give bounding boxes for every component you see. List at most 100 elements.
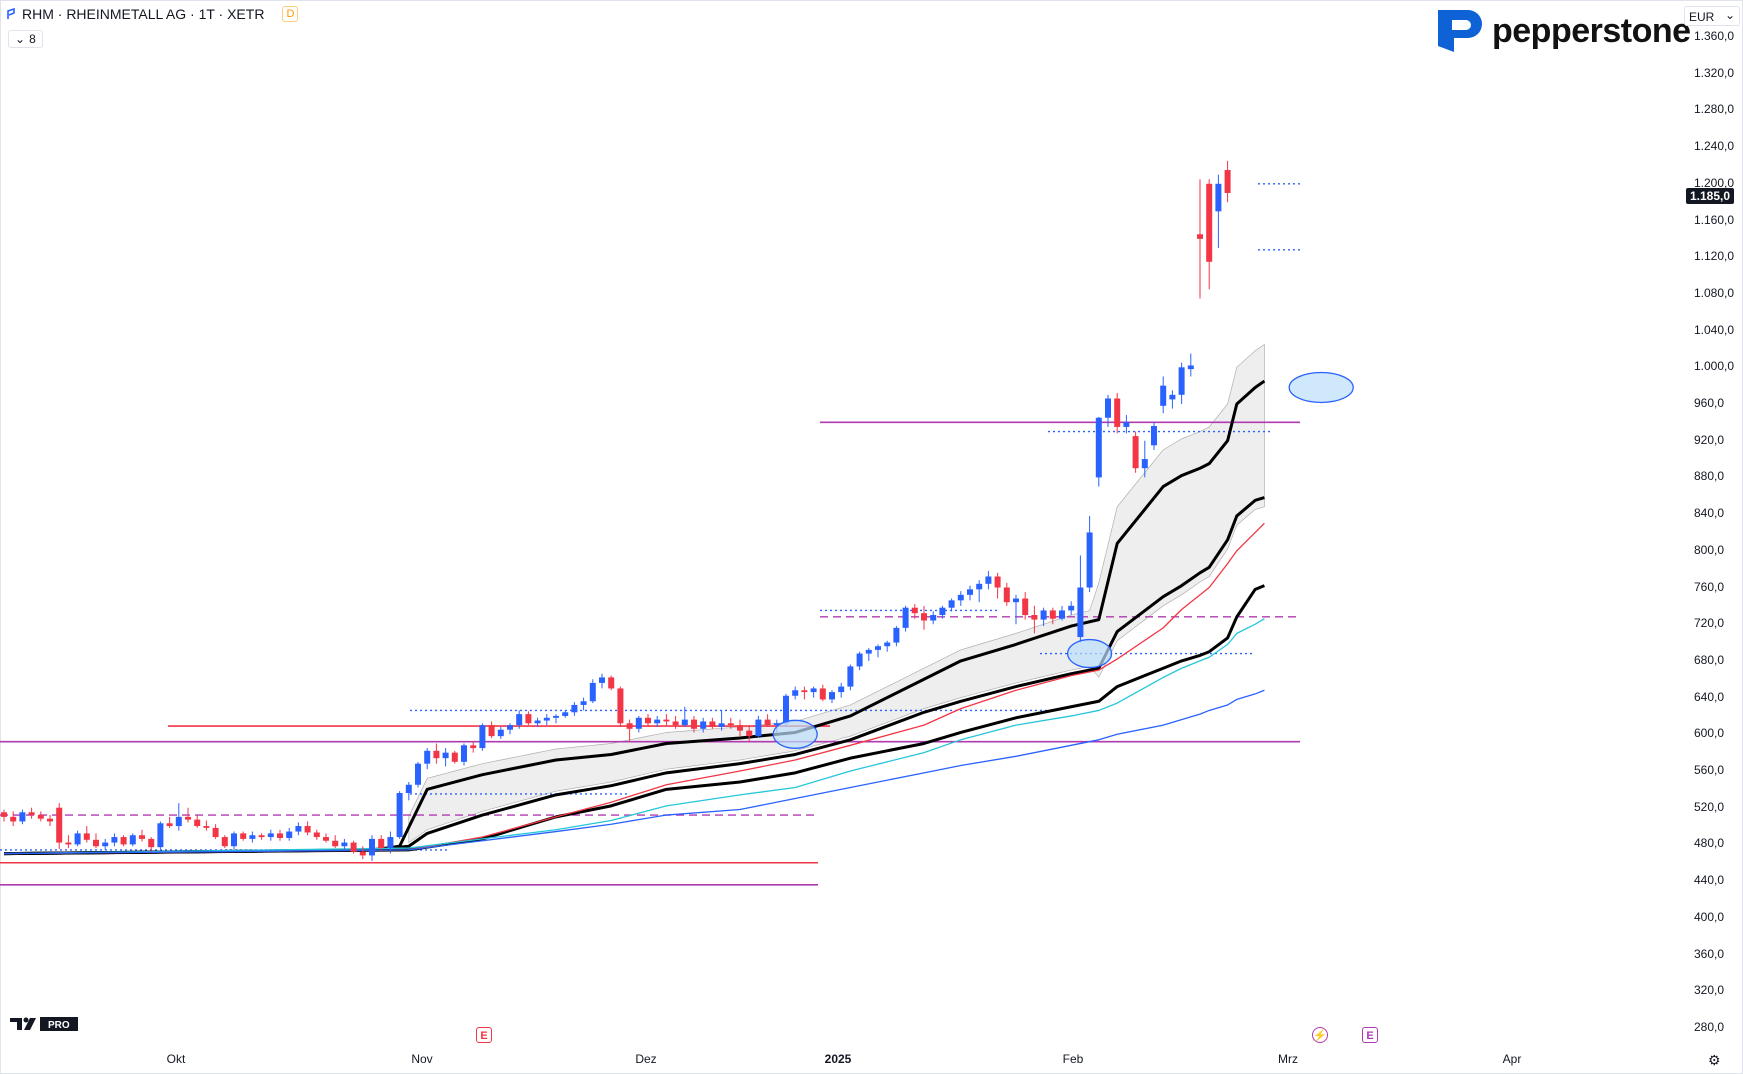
x-tick-label: Apr bbox=[1502, 1052, 1522, 1066]
candle-body bbox=[286, 831, 293, 838]
y-tick-label: 280,0 bbox=[1694, 1019, 1725, 1034]
candle-body bbox=[1215, 183, 1222, 212]
highlight-ellipse bbox=[1288, 371, 1354, 404]
y-tick-label: 360,0 bbox=[1694, 946, 1725, 961]
y-tick-label: 560,0 bbox=[1694, 763, 1725, 777]
data-badge[interactable]: D bbox=[282, 6, 299, 22]
candle-body bbox=[139, 835, 145, 839]
candle-body bbox=[746, 730, 753, 737]
candle-body bbox=[304, 826, 311, 833]
chart-header: RHM · RHEINMETALL AG · 1T · XETR D bbox=[6, 6, 299, 22]
symbol-title[interactable]: RHM · RHEINMETALL AG · 1T · XETR bbox=[22, 6, 265, 22]
candle-body bbox=[148, 838, 155, 848]
candle-body bbox=[37, 815, 44, 819]
candle-body bbox=[359, 851, 366, 856]
candle-body bbox=[47, 818, 53, 822]
ema-cloud-band bbox=[408, 343, 1265, 844]
x-tick-label: Feb bbox=[1062, 1052, 1084, 1066]
candle-body bbox=[1068, 605, 1075, 611]
candle-body bbox=[203, 826, 210, 828]
candle-body bbox=[599, 677, 605, 683]
x-tick-label: Dez bbox=[635, 1052, 657, 1066]
candle-body bbox=[341, 842, 348, 847]
candle-body bbox=[93, 839, 99, 847]
candle-body bbox=[323, 837, 329, 841]
candle-body bbox=[442, 752, 449, 759]
candle-body bbox=[470, 745, 477, 749]
tradingview-logo-icon: PRO bbox=[10, 1017, 78, 1031]
y-tick-label: 920,0 bbox=[1694, 432, 1725, 447]
candle-body bbox=[451, 752, 458, 762]
candle-body bbox=[212, 827, 219, 838]
candle-body bbox=[1003, 587, 1010, 603]
candle-body bbox=[884, 642, 891, 647]
candle-body bbox=[626, 723, 633, 729]
candle-body bbox=[516, 714, 523, 726]
svg-text:PRO: PRO bbox=[48, 1020, 70, 1031]
symbol-flag-icon bbox=[7, 8, 15, 19]
candle-body bbox=[369, 838, 375, 856]
candle-body bbox=[488, 725, 495, 737]
y-tick-label: 640,0 bbox=[1694, 689, 1725, 704]
candle-body bbox=[1022, 598, 1029, 616]
candle-body bbox=[727, 723, 734, 726]
candle-body bbox=[663, 719, 670, 722]
candle-body bbox=[939, 607, 946, 616]
candle-body bbox=[1178, 367, 1185, 395]
candle-body bbox=[985, 576, 992, 584]
candle-body bbox=[249, 835, 256, 839]
y-tick-label: 800,0 bbox=[1694, 542, 1725, 557]
candle-body bbox=[617, 688, 624, 724]
candle-body bbox=[1086, 532, 1093, 588]
candle-body bbox=[1197, 234, 1203, 239]
indicator-count: 8 bbox=[29, 32, 36, 46]
y-tick-label: 960,0 bbox=[1694, 396, 1725, 410]
y-tick-label: 1.280,0 bbox=[1694, 102, 1735, 117]
candle-body bbox=[921, 613, 927, 621]
candle-body bbox=[56, 807, 63, 843]
lightning-event-icon[interactable]: ⚡ bbox=[1312, 1027, 1328, 1043]
candle-body bbox=[1040, 610, 1047, 620]
candle-body bbox=[654, 719, 661, 724]
candle-body bbox=[507, 725, 513, 730]
y-tick-label: 680,0 bbox=[1694, 652, 1725, 667]
currency-label: EUR bbox=[1689, 10, 1715, 24]
candle-body bbox=[1169, 394, 1176, 400]
candle-body bbox=[396, 793, 403, 838]
candle-body bbox=[902, 607, 909, 628]
candle-body bbox=[1206, 183, 1213, 262]
earnings-event-marker[interactable]: E bbox=[476, 1027, 492, 1043]
y-tick-label: 1.200,0 bbox=[1694, 175, 1735, 190]
moving-average-5 bbox=[3, 689, 1265, 855]
candle-body bbox=[856, 653, 863, 667]
candle-body bbox=[994, 576, 1001, 588]
y-tick-label: 1.160,0 bbox=[1694, 212, 1735, 227]
candle-body bbox=[1095, 417, 1102, 478]
candle-body bbox=[829, 692, 835, 700]
candle-body bbox=[1031, 615, 1038, 620]
candle-body bbox=[792, 690, 799, 696]
candle-body bbox=[19, 812, 26, 822]
chevron-down-icon: ⌄ bbox=[1724, 8, 1735, 22]
tradingview-pro-logo: PRO bbox=[10, 1016, 80, 1032]
y-tick-label: 1.360,0 bbox=[1694, 29, 1735, 43]
y-tick-label: 1.240,0 bbox=[1694, 139, 1735, 154]
candle-body bbox=[737, 725, 743, 731]
earnings-event-marker[interactable]: E bbox=[1362, 1027, 1378, 1043]
candle-body bbox=[111, 837, 118, 843]
x-tick-label: Mrz bbox=[1278, 1052, 1298, 1066]
candle-body bbox=[635, 717, 642, 729]
candle-body bbox=[479, 725, 486, 749]
candle-body bbox=[74, 833, 81, 845]
currency-selector[interactable]: EUR ⌄ bbox=[1684, 6, 1740, 26]
candle-body bbox=[1132, 436, 1139, 469]
candle-body bbox=[194, 819, 201, 827]
candle-body bbox=[65, 842, 72, 845]
candle-body bbox=[810, 688, 817, 693]
indicator-toggle-button[interactable]: ⌄ 8 bbox=[8, 30, 43, 48]
candle-body bbox=[589, 682, 596, 702]
candle-body bbox=[967, 589, 973, 595]
chart-settings-icon[interactable]: ⚙ bbox=[1708, 1052, 1721, 1068]
candle-body bbox=[773, 723, 780, 726]
